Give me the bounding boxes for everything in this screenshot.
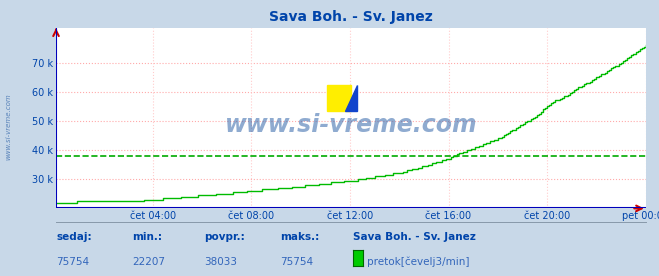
Text: min.:: min.: bbox=[132, 232, 162, 242]
Text: 38033: 38033 bbox=[204, 257, 237, 267]
Text: www.si-vreme.com: www.si-vreme.com bbox=[225, 113, 477, 137]
Text: pretok[čevelj3/min]: pretok[čevelj3/min] bbox=[367, 256, 470, 267]
Text: 75754: 75754 bbox=[280, 257, 313, 267]
Bar bbox=[328, 86, 351, 111]
Text: povpr.:: povpr.: bbox=[204, 232, 245, 242]
Text: Sava Boh. - Sv. Janez: Sava Boh. - Sv. Janez bbox=[353, 232, 475, 242]
Text: 22207: 22207 bbox=[132, 257, 165, 267]
Text: 75754: 75754 bbox=[56, 257, 89, 267]
Polygon shape bbox=[345, 86, 357, 111]
Text: www.si-vreme.com: www.si-vreme.com bbox=[5, 94, 11, 160]
Text: sedaj:: sedaj: bbox=[56, 232, 92, 242]
Title: Sava Boh. - Sv. Janez: Sava Boh. - Sv. Janez bbox=[269, 10, 433, 24]
Text: maks.:: maks.: bbox=[280, 232, 320, 242]
